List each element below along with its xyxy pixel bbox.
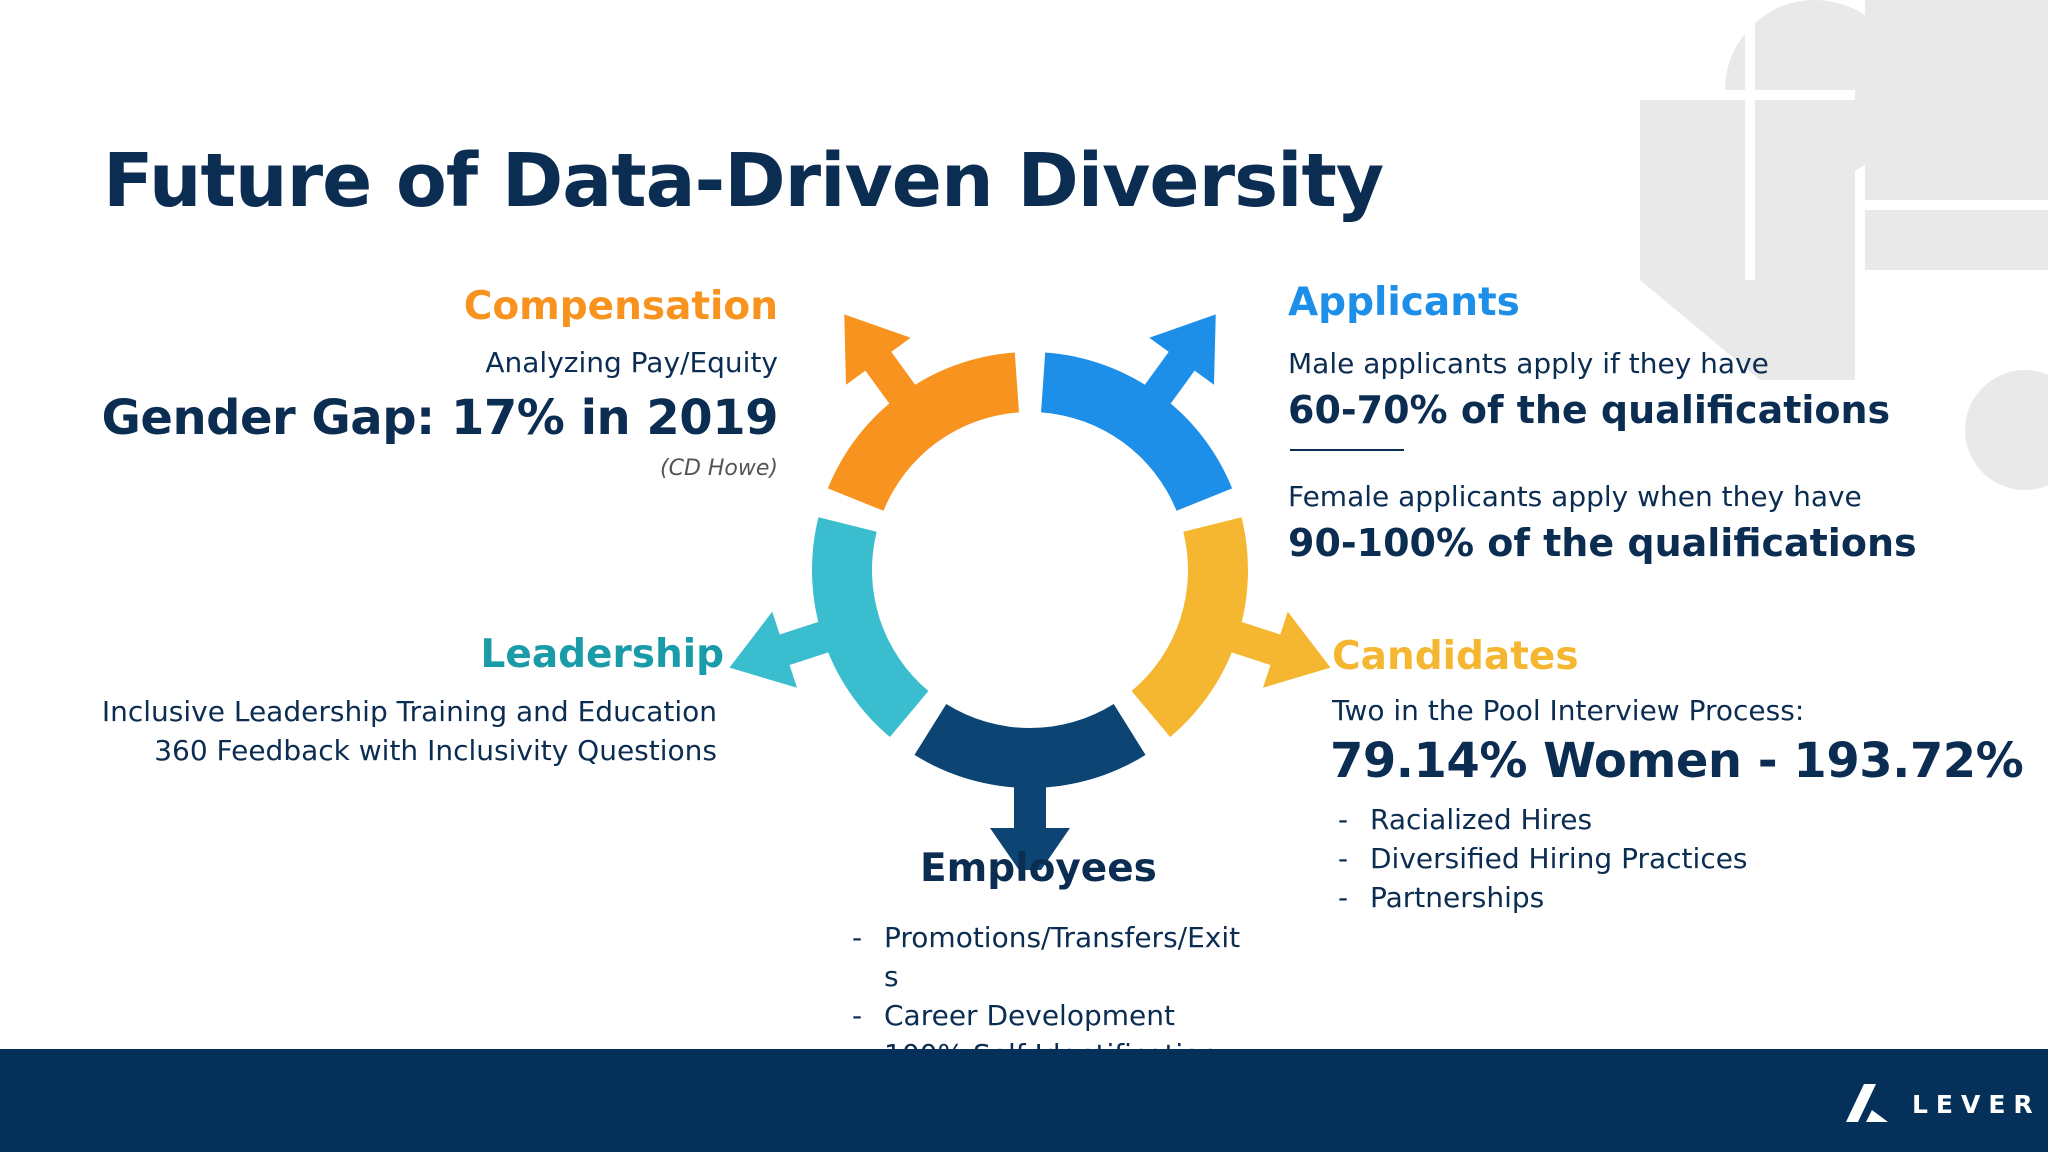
candidates-list: Racialized Hires Diversified Hiring Prac… [1338, 800, 1748, 917]
candidates-segment [1131, 517, 1248, 737]
leadership-line: Inclusive Leadership Training and Educat… [101, 695, 717, 728]
applicants-female-text: Female applicants apply when they have [1288, 480, 1862, 513]
employees-arrow [990, 782, 1070, 870]
applicants-segment [1041, 352, 1233, 511]
list-item: Diversified Hiring Practices [1338, 839, 1748, 878]
compensation-source: (CD Howe) [660, 456, 778, 481]
leadership-title: Leadership [480, 632, 724, 677]
employees-title: Employees [920, 846, 1157, 891]
compensation-title: Compensation [463, 284, 778, 329]
candidates-subtitle: Two in the Pool Interview Process: [1332, 694, 1805, 727]
candidates-title: Candidates [1332, 634, 1579, 679]
applicants-title: Applicants [1288, 280, 1520, 325]
footer-bar [0, 1049, 2048, 1152]
slide-title: Future of Data-Driven Diversity [103, 138, 1384, 224]
list-item: Partnerships [1338, 878, 1748, 917]
employees-segment [914, 703, 1146, 788]
applicants-female-stat: 90-100% of the qualifications [1288, 521, 1917, 565]
compensation-subtitle: Analyzing Pay/Equity [485, 346, 778, 379]
lever-logo-icon [1846, 1084, 1888, 1122]
applicants-male-text: Male applicants apply if they have [1288, 347, 1769, 380]
candidates-stat: 79.14% Women - 193.72% [1330, 733, 2024, 789]
applicants-arrow [1141, 314, 1216, 408]
compensation-stat: Gender Gap: 17% in 2019 [101, 390, 778, 446]
compensation-arrow [844, 314, 919, 408]
brand-name: LEVER [1912, 1090, 2041, 1119]
cycle-diagram [729, 314, 1331, 870]
list-item: Career Development [852, 996, 1252, 1035]
applicants-male-stat: 60-70% of the qualifications [1288, 388, 1891, 432]
leadership-arrow [729, 611, 834, 688]
list-item: Racialized Hires [1338, 800, 1748, 839]
leadership-line: 360 Feedback with Inclusivity Questions [154, 734, 717, 767]
list-item: Promotions/Transfers/Exits [852, 918, 1252, 996]
leadership-segment [812, 517, 929, 737]
divider [1290, 449, 1404, 451]
candidates-arrow [1226, 611, 1331, 688]
compensation-segment [827, 352, 1019, 511]
background-decoration [1640, 0, 2048, 490]
